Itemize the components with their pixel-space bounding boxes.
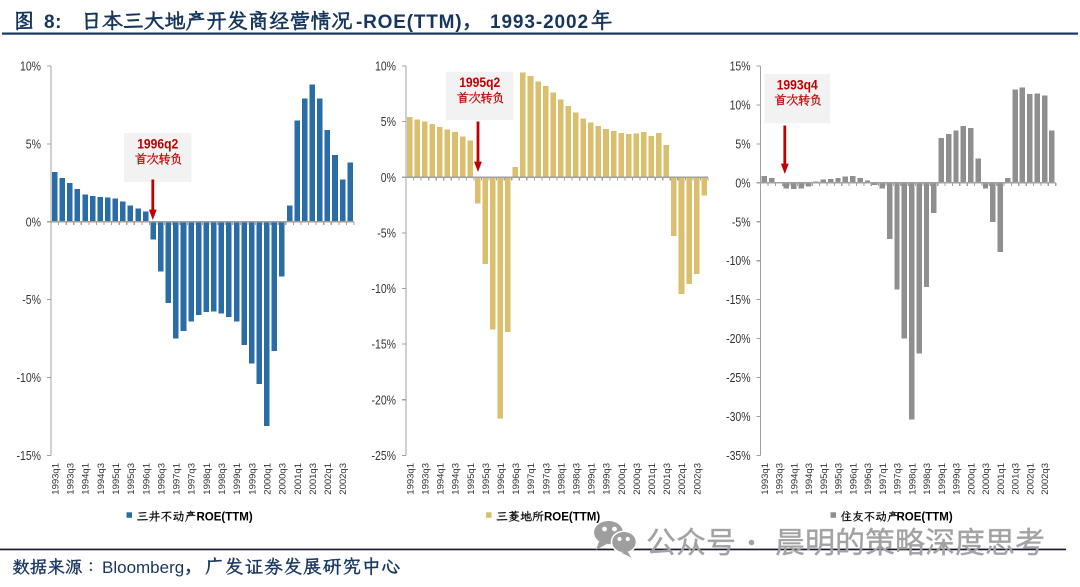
svg-text:5%: 5% [26, 136, 41, 151]
svg-text:1993q1: 1993q1 [50, 463, 61, 495]
svg-text:2001q3: 2001q3 [662, 463, 673, 495]
svg-text:1995q1: 1995q1 [819, 463, 830, 495]
svg-text:2001q3: 2001q3 [308, 463, 319, 495]
svg-text:2002q3: 2002q3 [692, 463, 703, 495]
svg-text:2001q3: 2001q3 [1011, 463, 1022, 495]
svg-text:1997q3: 1997q3 [893, 463, 904, 495]
svg-text:5%: 5% [735, 136, 750, 151]
svg-text:1994q1: 1994q1 [436, 463, 447, 495]
svg-text:1998q1: 1998q1 [202, 463, 213, 495]
svg-text:1995q1: 1995q1 [111, 463, 122, 495]
svg-text:1995q2: 1995q2 [459, 75, 500, 90]
svg-text:1999q1: 1999q1 [232, 463, 243, 495]
svg-text:ROE(TTM): ROE(TTM) [197, 512, 253, 524]
svg-text:1997q3: 1997q3 [541, 463, 552, 495]
svg-text:2002q1: 2002q1 [323, 463, 334, 495]
svg-text:1998q1: 1998q1 [907, 463, 918, 495]
svg-text:1996q3: 1996q3 [863, 463, 874, 495]
svg-text:10%: 10% [375, 59, 396, 74]
svg-text:-5%: -5% [732, 214, 751, 229]
svg-text:1998q3: 1998q3 [217, 463, 228, 495]
svg-text:2002q3: 2002q3 [1040, 463, 1051, 495]
svg-text:1997q1: 1997q1 [878, 463, 889, 495]
svg-text:1998q1: 1998q1 [556, 463, 567, 495]
svg-text:1998q3: 1998q3 [571, 463, 582, 495]
svg-text:-20%: -20% [372, 392, 397, 407]
svg-text:1998q3: 1998q3 [922, 463, 933, 495]
svg-text:1995q3: 1995q3 [834, 463, 845, 495]
svg-text:1996q1: 1996q1 [141, 463, 152, 495]
svg-text:1996q1: 1996q1 [496, 463, 507, 495]
svg-text:2000q1: 2000q1 [262, 463, 273, 495]
svg-text:1996q1: 1996q1 [848, 463, 859, 495]
svg-text:1994q3: 1994q3 [96, 463, 107, 495]
svg-text:1993q3: 1993q3 [775, 463, 786, 495]
svg-text:1993q3: 1993q3 [420, 463, 431, 495]
svg-text:-25%: -25% [726, 370, 751, 385]
svg-text:2000q3: 2000q3 [981, 463, 992, 495]
svg-text:1999q3: 1999q3 [602, 463, 613, 495]
svg-text:2002q1: 2002q1 [677, 463, 688, 495]
svg-text:-15%: -15% [726, 292, 751, 307]
svg-text:1999q1: 1999q1 [587, 463, 598, 495]
svg-text:-5%: -5% [22, 292, 41, 307]
svg-text:5%: 5% [381, 114, 396, 129]
svg-text:15%: 15% [730, 59, 751, 74]
svg-text:1997q1: 1997q1 [172, 463, 183, 495]
svg-text:1993-2002: 1993-2002 [490, 12, 589, 33]
svg-text:2001q1: 2001q1 [996, 463, 1007, 495]
svg-text:1993q3: 1993q3 [66, 463, 77, 495]
svg-text:1994q1: 1994q1 [81, 463, 92, 495]
svg-text:1996q2: 1996q2 [137, 136, 178, 151]
svg-text:1999q1: 1999q1 [937, 463, 948, 495]
svg-text:1995q1: 1995q1 [466, 463, 477, 495]
svg-text:1996q3: 1996q3 [511, 463, 522, 495]
svg-text:1997q1: 1997q1 [526, 463, 537, 495]
svg-text:8:: 8: [44, 12, 62, 33]
svg-text:2000q1: 2000q1 [617, 463, 628, 495]
svg-text:2000q1: 2000q1 [966, 463, 977, 495]
svg-text:-15%: -15% [17, 448, 42, 463]
svg-text:0%: 0% [381, 170, 396, 185]
svg-text:-20%: -20% [726, 331, 751, 346]
svg-text:ROE(TTM): ROE(TTM) [897, 512, 953, 524]
svg-text:-35%: -35% [726, 448, 751, 463]
svg-text:1994q1: 1994q1 [789, 463, 800, 495]
svg-text:10%: 10% [20, 59, 41, 74]
svg-text:1994q3: 1994q3 [804, 463, 815, 495]
svg-text:-ROE(TTM): -ROE(TTM) [356, 12, 462, 33]
svg-text:1995q3: 1995q3 [126, 463, 137, 495]
svg-text:1999q3: 1999q3 [247, 463, 258, 495]
svg-text:2002q3: 2002q3 [338, 463, 349, 495]
svg-text:1994q3: 1994q3 [451, 463, 462, 495]
svg-text:-10%: -10% [372, 281, 397, 296]
svg-text:0%: 0% [735, 175, 750, 190]
svg-text:1995q3: 1995q3 [481, 463, 492, 495]
svg-text:0%: 0% [26, 214, 41, 229]
svg-text:2001q1: 2001q1 [293, 463, 304, 495]
svg-text:1993q1: 1993q1 [405, 463, 416, 495]
svg-text:Bloomberg: Bloomberg [102, 558, 184, 577]
svg-text:1993q4: 1993q4 [777, 77, 818, 92]
svg-text:ROE(TTM): ROE(TTM) [544, 512, 600, 524]
svg-text:2000q3: 2000q3 [632, 463, 643, 495]
svg-text:1996q3: 1996q3 [156, 463, 167, 495]
svg-text:-25%: -25% [372, 448, 397, 463]
svg-text:2002q1: 2002q1 [1025, 463, 1036, 495]
svg-text:1997q3: 1997q3 [187, 463, 198, 495]
svg-text:1993q1: 1993q1 [760, 463, 771, 495]
svg-text:1999q3: 1999q3 [952, 463, 963, 495]
svg-text:-15%: -15% [372, 337, 397, 352]
svg-text:2000q3: 2000q3 [278, 463, 289, 495]
svg-text:10%: 10% [730, 97, 751, 112]
svg-text:-10%: -10% [17, 370, 42, 385]
svg-text:-30%: -30% [726, 409, 751, 424]
svg-text:-10%: -10% [726, 253, 751, 268]
svg-text:2001q1: 2001q1 [647, 463, 658, 495]
svg-text:-5%: -5% [377, 225, 396, 240]
